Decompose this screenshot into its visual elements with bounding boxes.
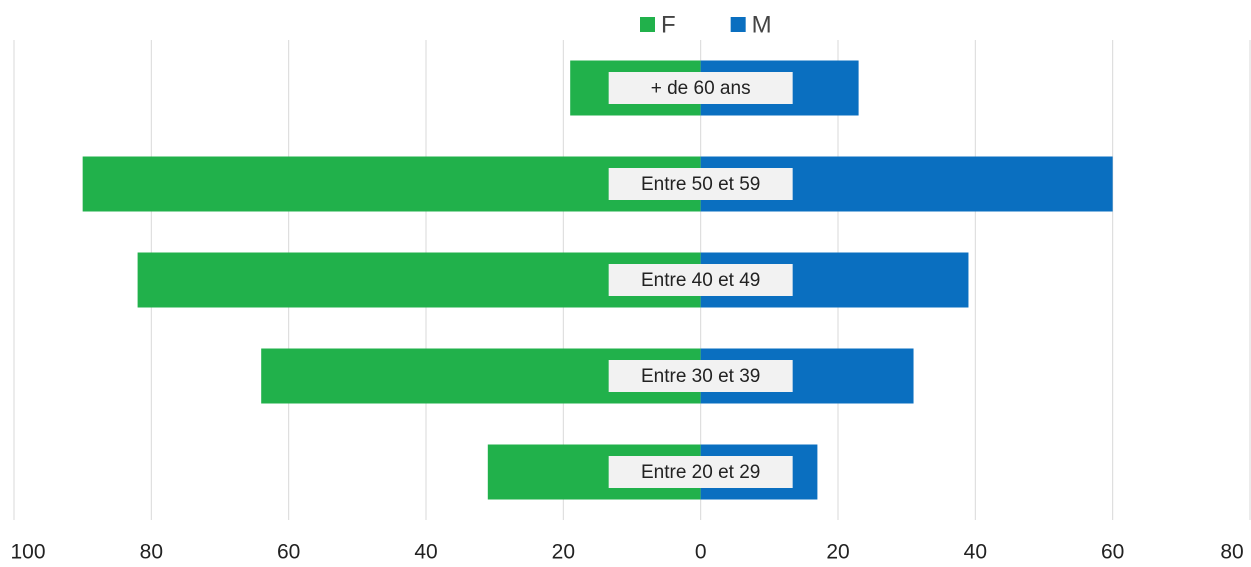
category-label: Entre 30 et 39	[641, 366, 760, 387]
category-label-box	[608, 168, 793, 200]
x-tick-label: 80	[1220, 541, 1243, 564]
legend-swatch	[730, 17, 746, 32]
category-label: Entre 20 et 29	[641, 462, 760, 483]
legend-label: F	[661, 11, 676, 38]
x-tick-label: 80	[140, 541, 163, 564]
x-tick-label: 20	[552, 541, 575, 564]
category-label-box	[608, 264, 793, 296]
x-tick-label: 100	[10, 541, 45, 564]
x-tick-label: 60	[1101, 541, 1124, 564]
bar	[137, 252, 701, 308]
category-label-box	[608, 456, 793, 488]
category-label: Entre 40 et 49	[641, 270, 760, 291]
category-label-box	[608, 72, 793, 104]
x-tick-label: 40	[414, 541, 437, 564]
legend-swatch	[640, 17, 655, 32]
bar	[82, 156, 701, 212]
category-label: + de 60 ans	[651, 78, 751, 99]
x-tick-label: 40	[964, 541, 987, 564]
x-tick-label: 0	[695, 541, 707, 564]
legend-label: M	[752, 11, 772, 38]
category-label: Entre 50 et 59	[641, 174, 760, 195]
x-tick-label: 20	[826, 541, 849, 564]
category-label-box	[608, 360, 793, 392]
x-tick-label: 60	[277, 541, 300, 564]
